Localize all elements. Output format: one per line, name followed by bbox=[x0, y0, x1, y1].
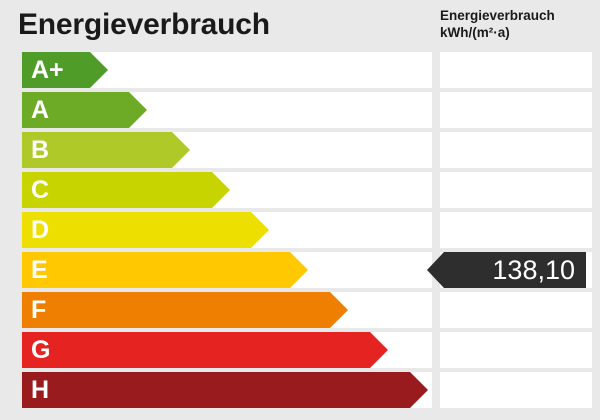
grade-label: B bbox=[31, 135, 50, 164]
grade-row: D bbox=[0, 212, 600, 252]
grade-bar-c: C bbox=[22, 172, 230, 208]
grade-bar-h: H bbox=[22, 372, 428, 408]
grade-bar-b: B bbox=[22, 132, 190, 168]
bar-arrow-tip-icon bbox=[370, 332, 388, 368]
grade-bar-aplus: A+ bbox=[22, 52, 108, 88]
consumption-value: 138,10 bbox=[492, 254, 575, 285]
grade-row: A+ bbox=[0, 52, 600, 92]
grade-bar-f: F bbox=[22, 292, 348, 328]
column-header-unit: kWh/(m²·a) bbox=[440, 25, 510, 40]
bar-arrow-tip-icon bbox=[212, 172, 230, 208]
row-value-cell bbox=[440, 372, 592, 408]
bar-arrow-tip-icon bbox=[172, 132, 190, 168]
bar-arrow-tip-icon bbox=[129, 92, 147, 128]
bar-arrow-tip-icon bbox=[90, 52, 108, 88]
grade-row: E 138,10 bbox=[0, 252, 600, 292]
grade-label: A+ bbox=[31, 55, 64, 84]
grade-label: H bbox=[31, 375, 50, 404]
grade-scale: A+ A B C D E 138,10 F G H bbox=[0, 52, 600, 412]
grade-row: B bbox=[0, 132, 600, 172]
grade-bar-d: D bbox=[22, 212, 269, 248]
row-value-cell bbox=[440, 332, 592, 368]
grade-label: A bbox=[31, 95, 50, 124]
row-value-cell bbox=[440, 212, 592, 248]
column-header-consumption: Energieverbrauch kWh/(m²·a) bbox=[440, 7, 592, 41]
grade-row: F bbox=[0, 292, 600, 332]
grade-label: C bbox=[31, 175, 50, 204]
row-value-cell bbox=[440, 172, 592, 208]
grade-row: C bbox=[0, 172, 600, 212]
bar-arrow-tip-icon bbox=[330, 292, 348, 328]
grade-row: A bbox=[0, 92, 600, 132]
marker-arrow-tip-icon bbox=[427, 252, 444, 288]
bar-arrow-tip-icon bbox=[410, 372, 428, 408]
grade-row: G bbox=[0, 332, 600, 372]
grade-bar-a: A bbox=[22, 92, 147, 128]
grade-label: E bbox=[31, 255, 48, 284]
row-value-cell bbox=[440, 292, 592, 328]
grade-label: F bbox=[31, 295, 47, 324]
grade-bar-e: E bbox=[22, 252, 308, 288]
page-title: Energieverbrauch bbox=[18, 8, 270, 41]
value-marker: 138,10 bbox=[427, 252, 586, 288]
grade-label: D bbox=[31, 215, 50, 244]
bar-arrow-tip-icon bbox=[290, 252, 308, 288]
grade-bar-g: G bbox=[22, 332, 388, 368]
row-value-cell bbox=[440, 92, 592, 128]
column-header-line1: Energieverbrauch bbox=[440, 8, 555, 23]
grade-row: H bbox=[0, 372, 600, 412]
row-value-cell bbox=[440, 132, 592, 168]
row-value-cell bbox=[440, 52, 592, 88]
grade-label: G bbox=[31, 335, 51, 364]
bar-arrow-tip-icon bbox=[251, 212, 269, 248]
